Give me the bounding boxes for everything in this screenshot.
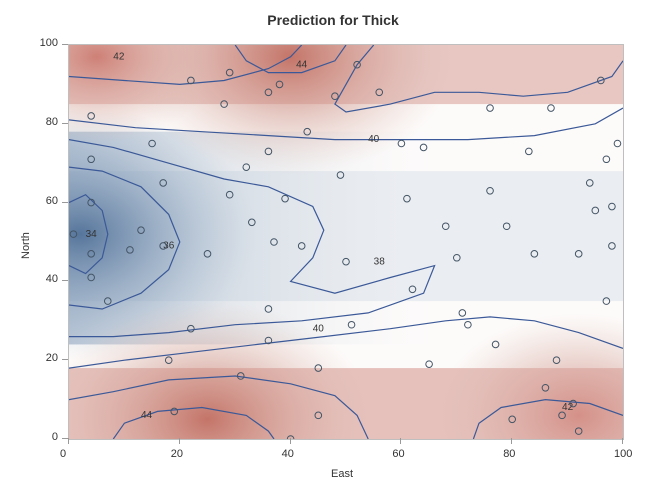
- contour-label-44: 44: [141, 410, 153, 421]
- y-tick-label: 60: [34, 195, 58, 207]
- y-tick-mark: [62, 44, 68, 45]
- x-tick-mark: [622, 438, 623, 444]
- x-tick-mark: [400, 438, 401, 444]
- x-tick-label: 40: [282, 448, 294, 460]
- contour-label-38: 38: [374, 256, 386, 267]
- y-tick-label: 0: [34, 431, 58, 443]
- y-tick-label: 40: [34, 273, 58, 285]
- contour-label-42: 42: [562, 402, 574, 413]
- y-axis-label: North: [20, 232, 32, 259]
- x-tick-mark: [68, 438, 69, 444]
- contour-label-36: 36: [163, 241, 175, 252]
- x-tick-mark: [179, 438, 180, 444]
- chart-title: Prediction for Thick: [0, 12, 666, 28]
- x-tick-label: 0: [60, 448, 66, 460]
- contour-label-40: 40: [368, 134, 380, 145]
- chart-container: Prediction for Thick North East 34 36 38 40…: [0, 0, 666, 500]
- plot-area: 34 36 38 40 40 42 42 44 44: [68, 44, 624, 440]
- y-tick-mark: [62, 123, 68, 124]
- x-tick-label: 60: [392, 448, 404, 460]
- y-tick-label: 100: [34, 37, 58, 49]
- y-tick-label: 80: [34, 116, 58, 128]
- y-tick-mark: [62, 280, 68, 281]
- x-tick-mark: [290, 438, 291, 444]
- y-tick-mark: [62, 438, 68, 439]
- x-tick-label: 20: [171, 448, 183, 460]
- x-tick-label: 80: [503, 448, 515, 460]
- contour-label-40: 40: [313, 323, 325, 334]
- x-tick-mark: [511, 438, 512, 444]
- x-axis-label: East: [331, 468, 353, 480]
- y-tick-mark: [62, 202, 68, 203]
- contour-label-42: 42: [113, 51, 125, 62]
- y-tick-label: 20: [34, 352, 58, 364]
- plot-svg: 34 36 38 40 40 42 42 44 44: [69, 45, 623, 439]
- y-tick-mark: [62, 359, 68, 360]
- x-tick-label: 100: [614, 448, 632, 460]
- contour-label-34: 34: [86, 229, 98, 240]
- contour-label-44: 44: [296, 59, 308, 70]
